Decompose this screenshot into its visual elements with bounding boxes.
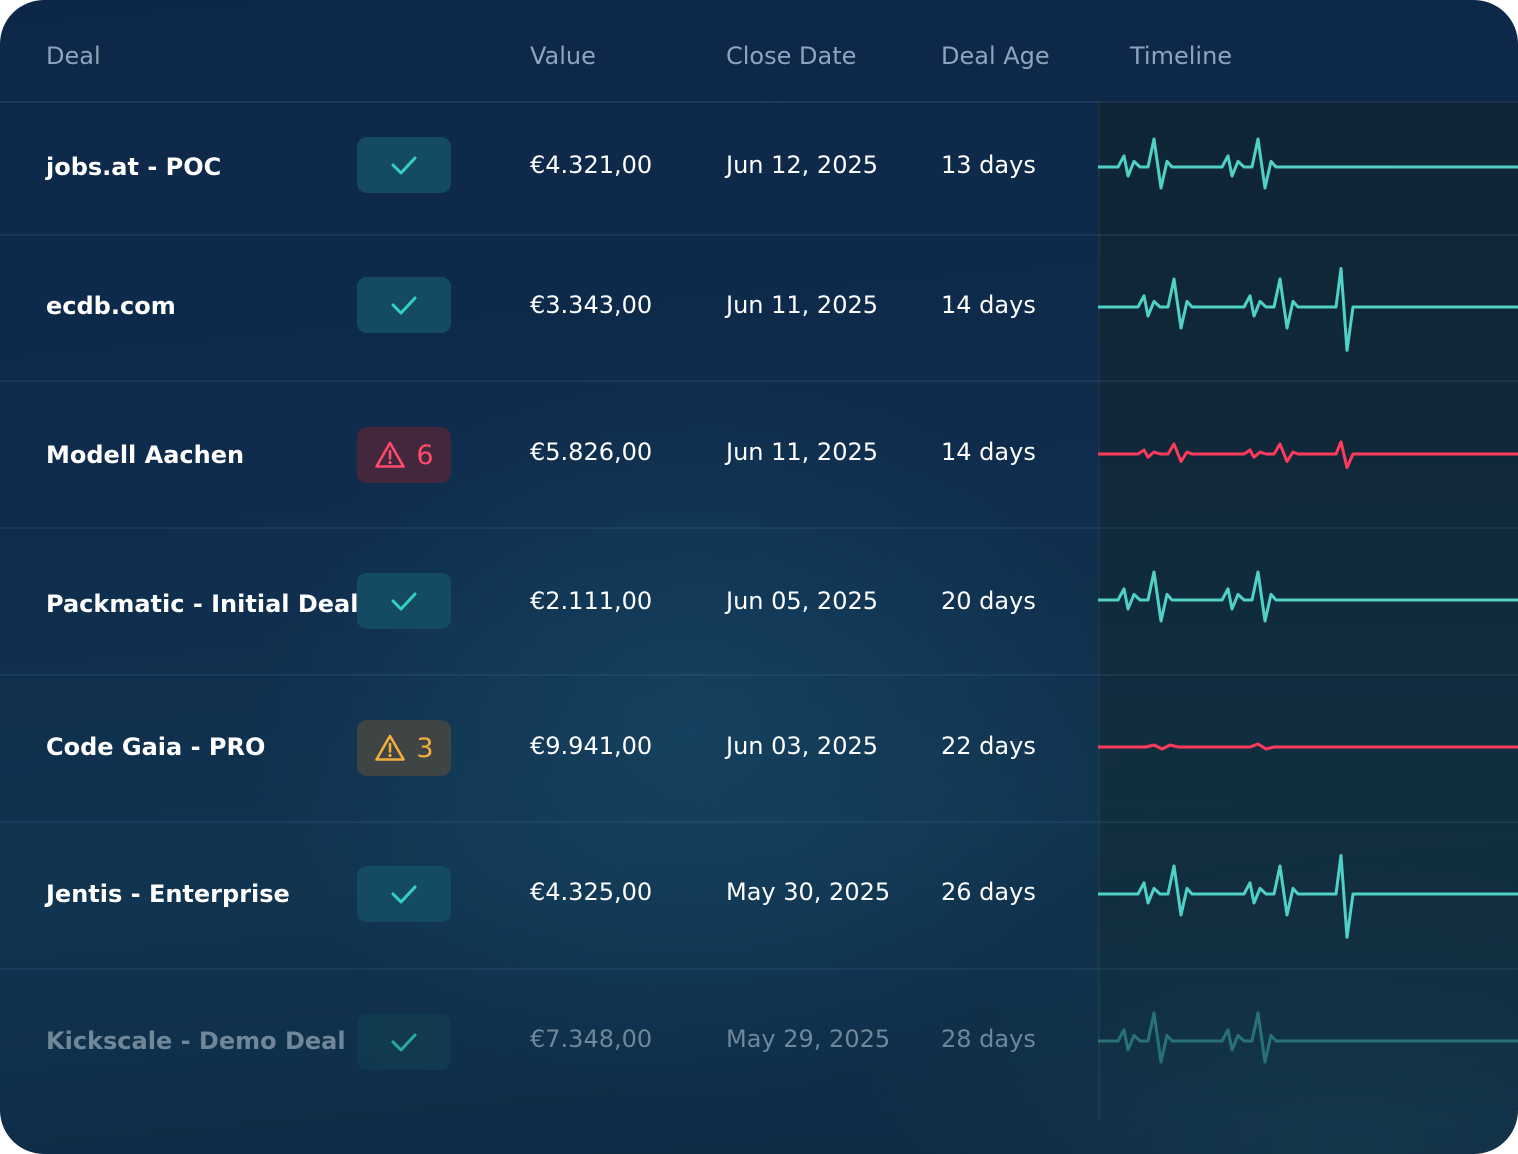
table-row[interactable]: ecdb.com €3.343,00 Jun 11, 2025 14 days [0,236,1518,382]
table-header: Deal Value Close Date Deal Age Timeline [0,0,1518,103]
timeline-line [1098,440,1518,470]
deal-age: 20 days [941,587,1036,615]
deal-value: €9.941,00 [530,732,653,760]
deal-name[interactable]: ecdb.com [46,292,176,320]
status-badge[interactable]: 6 [357,427,451,483]
deal-name[interactable]: Modell Aachen [46,441,245,469]
deal-value: €5.826,00 [530,438,653,466]
timeline-sparkline [1098,991,1518,1091]
timeline-line [1098,742,1518,751]
warning-icon [375,441,406,468]
status-badge[interactable] [357,866,451,922]
deal-value: €4.321,00 [530,151,653,179]
timeline-sparkline [1098,550,1518,650]
table-row[interactable]: Modell Aachen 6 €5.826,00 Jun 11, 2025 1… [0,382,1518,529]
table-row[interactable]: Packmatic - Initial Deal €2.111,00 Jun 0… [0,529,1518,676]
table-row[interactable]: Jentis - Enterprise €4.325,00 May 30, 20… [0,823,1518,970]
deal-age: 13 days [941,151,1036,179]
deal-age: 14 days [941,291,1036,319]
timeline-line [1098,854,1518,939]
deal-age: 26 days [941,878,1036,906]
deal-value: €2.111,00 [530,587,653,615]
issue-count: 6 [416,439,434,471]
status-badge[interactable] [357,1014,451,1070]
status-badge[interactable] [357,137,451,193]
table-row[interactable]: Code Gaia - PRO 3 €9.941,00 Jun 03, 2025… [0,676,1518,823]
deal-age: 14 days [941,438,1036,466]
deal-value: €7.348,00 [530,1025,653,1053]
deal-name[interactable]: Packmatic - Initial Deal [46,590,359,618]
header-close-date[interactable]: Close Date [726,42,857,70]
deal-name[interactable]: Jentis - Enterprise [46,880,290,908]
deal-value: €4.325,00 [530,878,653,906]
table-row[interactable]: jobs.at - POC €4.321,00 Jun 12, 2025 13 … [0,101,1518,236]
close-date: Jun 05, 2025 [726,587,879,615]
header-timeline[interactable]: Timeline [1130,42,1233,70]
timeline-sparkline [1098,404,1518,504]
timeline-sparkline [1098,844,1518,944]
timeline-line [1098,137,1518,190]
deal-name[interactable]: jobs.at - POC [46,153,222,181]
close-date: May 30, 2025 [726,878,891,906]
check-icon [391,296,417,315]
status-badge[interactable]: 3 [357,720,451,776]
issue-count: 3 [416,732,434,764]
close-date: Jun 11, 2025 [726,438,879,466]
status-badge[interactable] [357,573,451,629]
timeline-sparkline [1098,117,1518,217]
check-icon [391,592,417,611]
close-date: May 29, 2025 [726,1025,891,1053]
deal-age: 28 days [941,1025,1036,1053]
check-icon [391,885,417,904]
deal-name[interactable]: Kickscale - Demo Deal [46,1027,346,1055]
timeline-line [1098,267,1518,352]
close-date: Jun 12, 2025 [726,151,879,179]
deal-age: 22 days [941,732,1036,760]
check-icon [391,156,417,175]
timeline-sparkline [1098,697,1518,797]
deal-value: €3.343,00 [530,291,653,319]
status-badge[interactable] [357,277,451,333]
check-icon [391,1033,417,1052]
table-row[interactable]: Kickscale - Demo Deal €7.348,00 May 29, … [0,970,1518,1115]
close-date: Jun 11, 2025 [726,291,879,319]
timeline-line [1098,1011,1518,1064]
close-date: Jun 03, 2025 [726,732,879,760]
timeline-line [1098,570,1518,623]
warning-icon [375,734,406,761]
timeline-column-background [1098,101,1518,1121]
timeline-sparkline [1098,257,1518,357]
deal-name[interactable]: Code Gaia - PRO [46,733,266,761]
header-deal[interactable]: Deal [46,42,101,70]
header-deal-age[interactable]: Deal Age [941,42,1050,70]
header-value[interactable]: Value [530,42,596,70]
